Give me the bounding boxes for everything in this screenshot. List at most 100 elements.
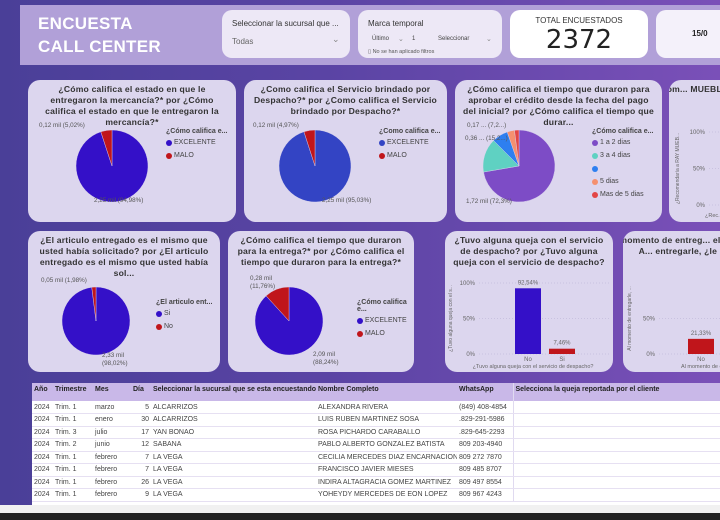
table-cell: 30 [131, 413, 151, 427]
table-cell: marzo [93, 401, 131, 414]
table-row[interactable]: 2024 Trim. 1 febrero 7 LA VEGA FRANCISCO JAVI… [32, 463, 720, 477]
pie-slice[interactable] [514, 129, 520, 167]
y-axis-label: ¿Tuvo alguna queja con el s... [448, 285, 454, 352]
x-tick-label: No [524, 357, 532, 363]
table-row[interactable]: 2024 Trim. 1 marzo 5 ALCARRIZOS ALEXANDRA RIV… [32, 401, 720, 414]
table-cell: febrero [93, 476, 131, 489]
table-cell: 2024 [32, 476, 53, 489]
table-cell: PABLO ALBERTO GONZALEZ BATISTA [316, 438, 457, 452]
pie-slice[interactable] [265, 286, 290, 322]
marca-temporal-slicer[interactable]: Marca temporal Último ⌄ 1 Seleccionar ⌄ … [358, 10, 502, 58]
pie-slice[interactable] [303, 129, 316, 167]
survey-table[interactable]: Año Trimestre Mes Día Seleccionar la sucursa… [32, 383, 720, 505]
table-cell: 26 [131, 476, 151, 489]
column-header[interactable]: WhatsApp [457, 383, 513, 401]
slicer-label: Seleccionar la sucursal que ... [232, 19, 339, 28]
legend-item[interactable]: 5 dias [592, 178, 653, 185]
x-axis-label: ¿Rec... [705, 213, 720, 219]
table-cell: YOHEYDY MERCEDES DE EON LOPEZ [316, 488, 457, 502]
table-cell: Trim. 1 [53, 488, 93, 502]
table-cell: ALCARRIZOS [151, 413, 316, 427]
header-panel: ENCUESTA CALL CENTER Seleccionar la sucur… [20, 5, 720, 65]
mode-dropdown[interactable]: Último [372, 36, 390, 42]
legend-item[interactable]: EXCELENTE [357, 317, 414, 324]
table-cell: .829-645-2293 [457, 426, 513, 439]
chart-card[interactable]: ¿Cómo califica el estado en que le entre… [28, 80, 236, 222]
pie-slice[interactable] [100, 129, 113, 167]
column-header[interactable]: Mes [93, 383, 131, 401]
table-cell: 2024 [32, 451, 53, 464]
legend-item[interactable]: 3 a 4 dias [592, 152, 653, 159]
chart-card[interactable]: ¿El articulo entregado es el mismo que u… [28, 231, 220, 372]
table-cell: Trim. 1 [53, 451, 93, 464]
chart-title: ¿Cómo califica el tiempo que duraron par… [237, 235, 405, 267]
column-header[interactable]: Selecciona la queja reportada por el cli… [512, 383, 720, 401]
total-card: TOTAL ENCUESTADOS 2372 [510, 10, 648, 58]
table-cell: Trim. 3 [53, 426, 93, 439]
table-cell: 17 [131, 426, 151, 439]
table-cell: LUIS RUBEN MARTINEZ SOSA [316, 413, 457, 427]
legend-item[interactable]: MALO [357, 330, 414, 337]
legend-title: ¿Cómo califica e... [357, 299, 407, 313]
table-cell: Trim. 1 [53, 463, 93, 477]
bar-label: 92,54% [518, 280, 539, 286]
column-header[interactable]: Trimestre [53, 383, 93, 401]
legend-dot-icon [357, 330, 363, 337]
unit-dropdown[interactable]: Seleccionar [438, 36, 470, 42]
table-cell [512, 438, 720, 452]
table-cell: Trim. 1 [53, 401, 93, 414]
legend-item[interactable]: MALO [166, 152, 227, 159]
sucursal-slicer[interactable]: Seleccionar la sucursal que ... Todas ⌄ [222, 10, 350, 58]
legend-item[interactable]: Mas de 5 dias [592, 191, 653, 198]
legend-item[interactable]: EXCELENTE [379, 139, 440, 146]
table-cell: febrero [93, 463, 131, 477]
bar[interactable] [515, 288, 541, 354]
column-header[interactable]: Día [131, 383, 151, 401]
taskbar [0, 513, 720, 520]
legend-dot-icon [156, 310, 162, 317]
table-row[interactable]: 2024 Trim. 1 febrero 26 LA VEGA INDIRA ALTAGR… [32, 476, 720, 489]
table-cell: ALEXANDRA RIVERA [316, 401, 457, 414]
table-row[interactable]: 2024 Trim. 1 febrero 7 LA VEGA CECILIA MERCED… [32, 451, 720, 464]
table-cell: 809 272 7870 [457, 451, 513, 464]
table-cell [512, 463, 720, 477]
legend-item[interactable]: Si [156, 310, 212, 317]
legend-item[interactable]: No [156, 323, 212, 330]
chevron-down-icon[interactable]: ⌄ [332, 34, 340, 44]
chart-card[interactable]: ¿Tuvo alguna queja con el servicio de de… [445, 231, 613, 372]
pie-slice[interactable] [91, 286, 97, 322]
table-row[interactable]: 2024 Trim. 1 febrero 9 LA VEGA YOHEYDY MERCED… [32, 488, 720, 502]
chart-card[interactable]: ¿Cómo califica el tiempo que duraron par… [455, 80, 662, 222]
table-cell: 2024 [32, 488, 53, 502]
legend-item[interactable]: MALO [379, 152, 440, 159]
legend-dot-icon [166, 152, 172, 159]
chart-card[interactable]: ¿Como califica el Servicio brindado por … [244, 80, 447, 222]
y-axis-label: ¿Recomendaría a RAY MUEB... [675, 133, 681, 204]
table-row[interactable]: 2024 Trim. 2 junio 12 SABANA PABLO ALBERTO GO… [32, 438, 720, 452]
table-row[interactable]: 2024 Trim. 3 julio 17 YAN BONAO ROSA PICHARDO… [32, 426, 720, 439]
legend-dot-icon [592, 139, 598, 146]
report-title: ENCUESTA CALL CENTER [38, 14, 161, 56]
chart-card[interactable]: ¿Cómo califica el tiempo que duraron par… [228, 231, 414, 372]
column-header[interactable]: Seleccionar la sucursal que se esta encu… [151, 383, 316, 401]
legend-item[interactable]: 1 a 2 dias [592, 139, 653, 146]
count-input[interactable]: 1 [412, 36, 416, 42]
chart-card[interactable]: ¿Recom... MUEBLE... familiar o v... ¿Reco… [669, 80, 720, 222]
y-tick-label: 50% [693, 167, 706, 173]
chevron-down-icon: ⌄ [486, 36, 492, 43]
bar[interactable] [549, 348, 575, 354]
legend-item[interactable] [592, 165, 653, 172]
column-header[interactable]: Nombre Completo [316, 383, 457, 401]
x-axis-label: ¿Tuvo alguna queja con el servicio de de… [473, 364, 594, 370]
column-header[interactable]: Año [32, 383, 53, 401]
table-cell: 2024 [32, 401, 53, 414]
table-cell: 809 967 4243 [457, 488, 513, 502]
bar-label: 21,33% [691, 331, 712, 337]
chart-card[interactable]: Al momento de entreg... el articulo? por… [623, 231, 720, 372]
table-row[interactable]: 2024 Trim. 1 enero 30 ALCARRIZOS LUIS RUBEN M… [32, 413, 720, 427]
legend: ¿Como califica e... EXCELENTE MALO [379, 128, 440, 165]
table-cell [512, 451, 720, 464]
filter-icon: ▯ [368, 49, 373, 55]
legend-item[interactable]: EXCELENTE [166, 139, 227, 146]
bar[interactable] [688, 338, 714, 354]
